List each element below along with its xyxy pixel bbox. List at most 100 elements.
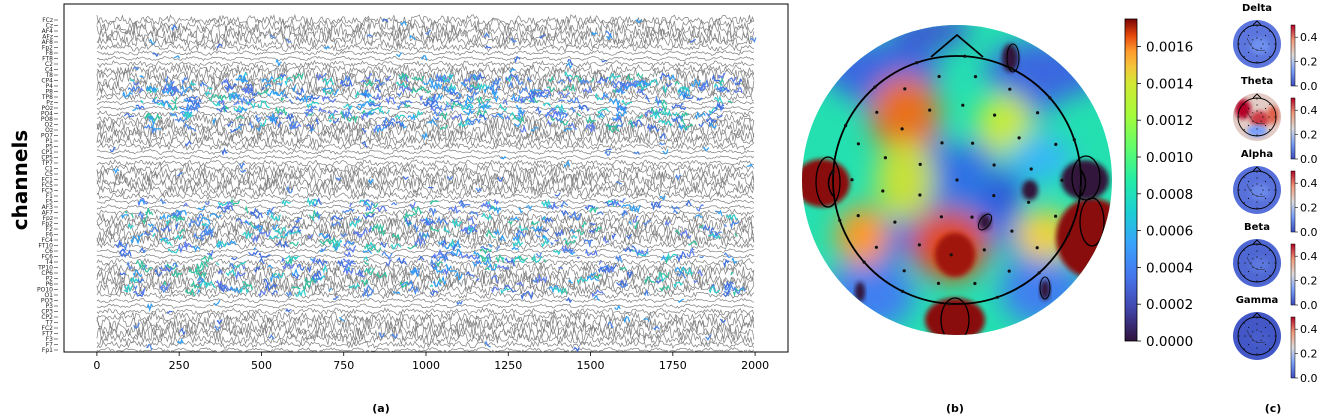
- eeg-trace: [96, 290, 755, 300]
- channel-label: CP2: [41, 314, 53, 321]
- eeg-trace: [96, 105, 755, 111]
- eeg-trace: [96, 324, 755, 342]
- sensor-dot: [1035, 246, 1039, 250]
- channel-label: P3: [46, 303, 54, 310]
- topomap-field: [802, 25, 1112, 335]
- channel-label: CP3: [41, 309, 53, 316]
- eeg-trace: [96, 60, 755, 68]
- channel-label: P4: [46, 83, 54, 90]
- band-colorbar: [1291, 171, 1295, 232]
- x-tick-label: 500: [251, 359, 272, 372]
- colorbar-tick-label: 0.0004: [1146, 260, 1193, 276]
- band-colorbar: [1291, 244, 1295, 305]
- sensor-dot: [1029, 167, 1033, 171]
- panel-label-a: (a): [372, 402, 389, 415]
- band-colorbar-tick-label: 0.2: [1300, 202, 1318, 215]
- eeg-trace: [96, 91, 754, 103]
- sensor-dot: [875, 110, 879, 114]
- sensor-dot: [1008, 87, 1012, 91]
- topomap-panel: 0.0000 0.0002 0.0004 0.0006 0.0008 0.0010 0.00…: [802, 18, 1193, 415]
- band-title: Delta: [1242, 3, 1272, 14]
- channel-label: CP4: [41, 78, 53, 85]
- sensor-dot: [928, 108, 932, 112]
- band-colorbar-tick-label: 0.4: [1300, 104, 1318, 117]
- sensor-dot: [995, 295, 999, 299]
- mini-head-outline: [1237, 170, 1277, 210]
- sensor-dot: [918, 193, 922, 197]
- colorbar-tick-label: 0.0016: [1146, 40, 1193, 56]
- channel-label: Fp2: [42, 45, 53, 52]
- sensor-dot: [955, 178, 959, 182]
- eeg-trace: [96, 347, 755, 352]
- band-topomap-gamma: Gamma 0.0 0.2 0.4: [1233, 295, 1318, 385]
- channel-label: P1: [46, 138, 54, 145]
- sensor-dot: [970, 215, 974, 219]
- band-colorbar-tick-label: 0.0: [1300, 153, 1318, 166]
- channel-label: O1: [44, 292, 53, 299]
- band-title: Beta: [1244, 222, 1270, 233]
- eeg-trace: [96, 121, 755, 139]
- sensor-dot: [971, 141, 975, 145]
- band-topomaps-panel: Delta 0.0 0.2 0.4 Theta 0.0 0.2 0.4 Alpha 0.0 0.2 0…: [1233, 3, 1318, 385]
- band-colorbar-tick-label: 0.4: [1300, 323, 1318, 336]
- channel-label: P6: [46, 281, 54, 288]
- mini-head-outline: [1237, 97, 1277, 137]
- sensor-dot: [1060, 178, 1064, 182]
- channel-label: C2: [45, 61, 53, 68]
- eeg-trace: [96, 265, 755, 282]
- sensor-dot: [850, 178, 854, 182]
- sensor-dot: [940, 141, 944, 145]
- sensor-dot: [1010, 229, 1014, 233]
- panel-label-c: (c): [1265, 402, 1282, 415]
- eeg-trace: [96, 99, 755, 106]
- eeg-trace: [96, 270, 755, 288]
- channel-label: FT7: [42, 331, 53, 338]
- eeg-trace: [96, 176, 755, 194]
- band-topomap-delta: Delta 0.0 0.2 0.4: [1233, 3, 1318, 93]
- channel-label: T8: [45, 72, 54, 79]
- channel-label: PO10: [37, 287, 53, 294]
- eeg-trace: [96, 204, 755, 210]
- eeg-trace: [96, 190, 754, 201]
- channel-label: AF8: [42, 39, 54, 46]
- sensor-dot: [1017, 136, 1021, 140]
- band-colorbar-tick-label: 0.2: [1300, 348, 1318, 361]
- eeg-trace: [96, 233, 755, 247]
- channel-label: FT10: [38, 243, 53, 250]
- band-colorbar-tick-label: 0.2: [1300, 56, 1318, 69]
- band-colorbar-tick-label: 0.0: [1300, 372, 1318, 385]
- eeg-trace: [96, 332, 755, 346]
- channel-label: POz: [42, 105, 54, 112]
- channel-label: PO8: [41, 116, 53, 123]
- sensor-dot: [893, 220, 897, 224]
- sensor-dot: [973, 281, 977, 286]
- band-colorbar-tick-label: 0.2: [1300, 129, 1318, 142]
- channel-label: FC1: [42, 177, 54, 184]
- colorbar-tick-label: 0.0008: [1146, 187, 1193, 203]
- colorbar-tick-label: 0.0012: [1146, 113, 1193, 129]
- channel-label: T7: [45, 320, 54, 327]
- channel-label: FC2: [42, 325, 54, 332]
- channel-label: F3: [46, 336, 53, 343]
- band-colorbar-tick-label: 0.4: [1300, 31, 1318, 44]
- sensor-dot: [1048, 96, 1052, 100]
- channel-label: FCz: [42, 17, 53, 24]
- sensor-dot: [993, 113, 997, 117]
- channel-label: Fpz: [43, 215, 53, 222]
- band-topomap-beta: Beta 0.0 0.2 0.4: [1233, 222, 1318, 312]
- band-colorbar-tick-label: 0.0: [1300, 299, 1318, 312]
- sensor-dot: [915, 61, 919, 65]
- band-title: Alpha: [1241, 149, 1273, 160]
- eeg-trace: [96, 248, 754, 254]
- band-colorbar-tick-label: 0.0: [1300, 226, 1318, 239]
- sensor-dot: [901, 289, 905, 293]
- sensor-dot: [862, 260, 866, 264]
- eeg-trace: [96, 166, 755, 182]
- eeg-trace: [96, 55, 755, 62]
- channel-label: C4: [45, 67, 53, 74]
- colorbar-tick-label: 0.0006: [1146, 224, 1193, 240]
- sensor-dot: [831, 170, 835, 174]
- channel-label: PO4: [41, 111, 53, 118]
- channel-label: CP6: [41, 270, 53, 277]
